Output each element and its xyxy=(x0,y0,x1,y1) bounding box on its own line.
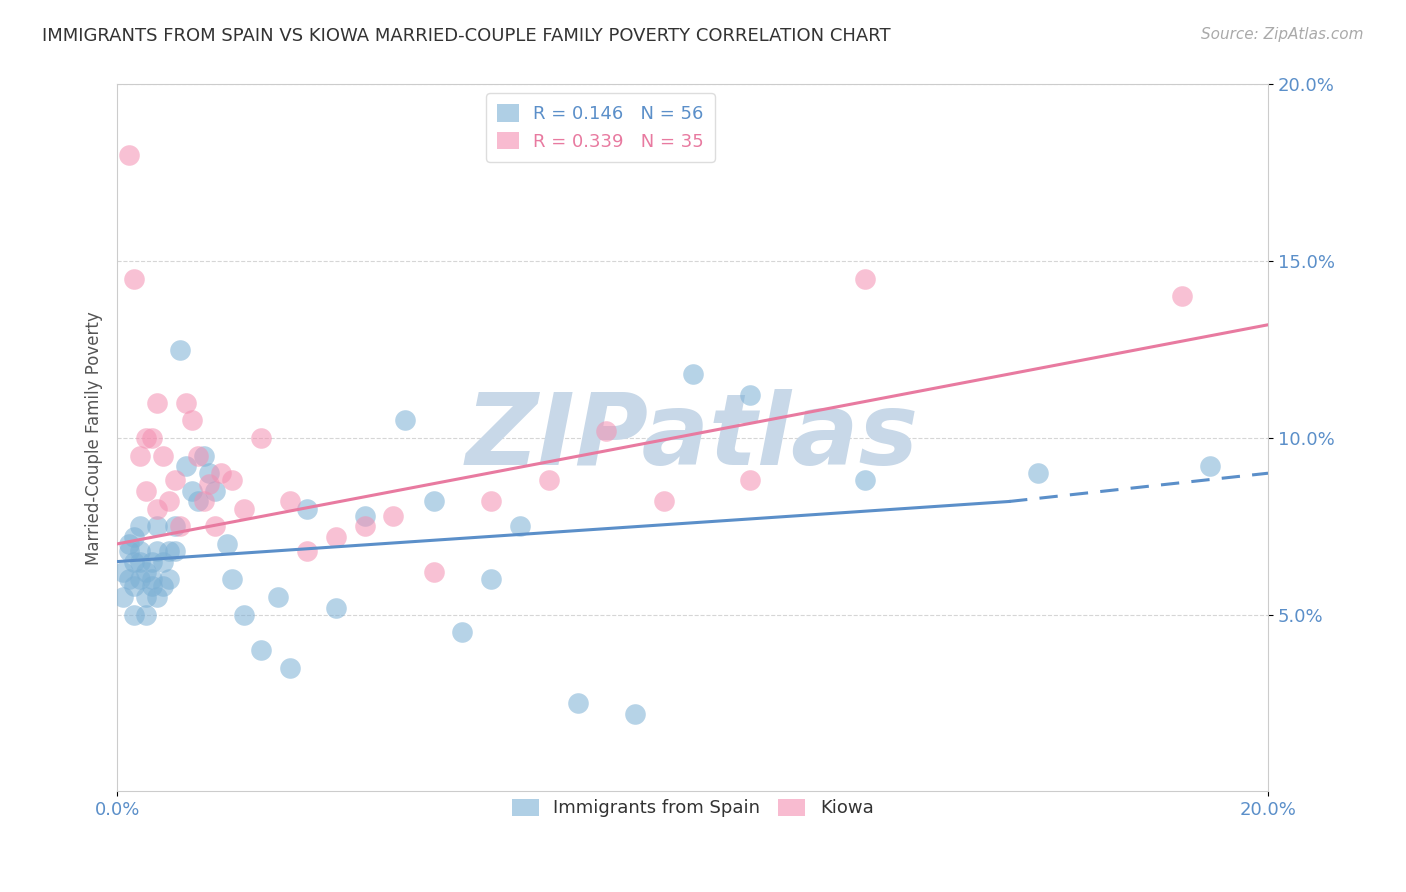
Point xyxy=(129,555,152,569)
Point xyxy=(267,590,290,604)
Point xyxy=(187,494,209,508)
Point xyxy=(163,544,186,558)
Point xyxy=(204,519,226,533)
Point xyxy=(124,272,146,286)
Point xyxy=(232,501,254,516)
Point xyxy=(325,600,347,615)
Point xyxy=(135,431,157,445)
Point xyxy=(595,424,617,438)
Point xyxy=(124,579,146,593)
Point xyxy=(146,590,169,604)
Point xyxy=(451,625,474,640)
Point xyxy=(163,519,186,533)
Point xyxy=(181,413,204,427)
Point xyxy=(624,706,647,721)
Point xyxy=(129,519,152,533)
Point xyxy=(422,494,444,508)
Point xyxy=(1170,289,1192,303)
Point xyxy=(129,572,152,586)
Point xyxy=(111,590,134,604)
Point xyxy=(325,530,347,544)
Point xyxy=(740,388,762,402)
Point xyxy=(135,565,157,579)
Point xyxy=(652,494,675,508)
Point xyxy=(204,483,226,498)
Point xyxy=(853,272,876,286)
Point xyxy=(295,501,318,516)
Point xyxy=(221,473,243,487)
Point xyxy=(232,607,254,622)
Point xyxy=(124,555,146,569)
Point xyxy=(509,519,531,533)
Point xyxy=(740,473,762,487)
Point xyxy=(382,508,405,523)
Point xyxy=(295,544,318,558)
Point xyxy=(135,590,157,604)
Point xyxy=(141,572,163,586)
Point xyxy=(181,483,204,498)
Point xyxy=(157,544,180,558)
Point xyxy=(169,519,191,533)
Point xyxy=(124,607,146,622)
Point xyxy=(157,494,180,508)
Point xyxy=(118,148,141,162)
Point xyxy=(146,544,169,558)
Y-axis label: Married-Couple Family Poverty: Married-Couple Family Poverty xyxy=(86,311,103,565)
Point xyxy=(1026,467,1049,481)
Point xyxy=(174,395,197,409)
Point xyxy=(135,607,157,622)
Point xyxy=(215,537,238,551)
Point xyxy=(198,476,221,491)
Point xyxy=(152,555,174,569)
Point xyxy=(129,449,152,463)
Point xyxy=(135,483,157,498)
Point xyxy=(146,395,169,409)
Point xyxy=(278,494,301,508)
Point xyxy=(111,565,134,579)
Point xyxy=(209,467,232,481)
Point xyxy=(187,449,209,463)
Point xyxy=(394,413,416,427)
Point xyxy=(174,459,197,474)
Point xyxy=(124,530,146,544)
Point xyxy=(278,660,301,674)
Point xyxy=(141,579,163,593)
Point xyxy=(118,537,141,551)
Point xyxy=(193,449,215,463)
Point xyxy=(129,544,152,558)
Text: Source: ZipAtlas.com: Source: ZipAtlas.com xyxy=(1201,27,1364,42)
Point xyxy=(853,473,876,487)
Point xyxy=(250,431,273,445)
Legend: Immigrants from Spain, Kiowa: Immigrants from Spain, Kiowa xyxy=(505,791,880,825)
Point xyxy=(221,572,243,586)
Point xyxy=(118,572,141,586)
Text: ZIPatlas: ZIPatlas xyxy=(465,390,920,486)
Point xyxy=(1199,459,1222,474)
Point xyxy=(193,494,215,508)
Point xyxy=(682,368,704,382)
Point xyxy=(479,494,502,508)
Point xyxy=(169,343,191,357)
Point xyxy=(118,544,141,558)
Point xyxy=(479,572,502,586)
Point xyxy=(146,501,169,516)
Point xyxy=(567,696,589,710)
Point xyxy=(198,467,221,481)
Text: IMMIGRANTS FROM SPAIN VS KIOWA MARRIED-COUPLE FAMILY POVERTY CORRELATION CHART: IMMIGRANTS FROM SPAIN VS KIOWA MARRIED-C… xyxy=(42,27,891,45)
Point xyxy=(353,508,375,523)
Point xyxy=(152,449,174,463)
Point xyxy=(146,519,169,533)
Point xyxy=(157,572,180,586)
Point xyxy=(250,643,273,657)
Point xyxy=(152,579,174,593)
Point xyxy=(353,519,375,533)
Point xyxy=(422,565,444,579)
Point xyxy=(537,473,560,487)
Point xyxy=(163,473,186,487)
Point xyxy=(141,555,163,569)
Point xyxy=(141,431,163,445)
